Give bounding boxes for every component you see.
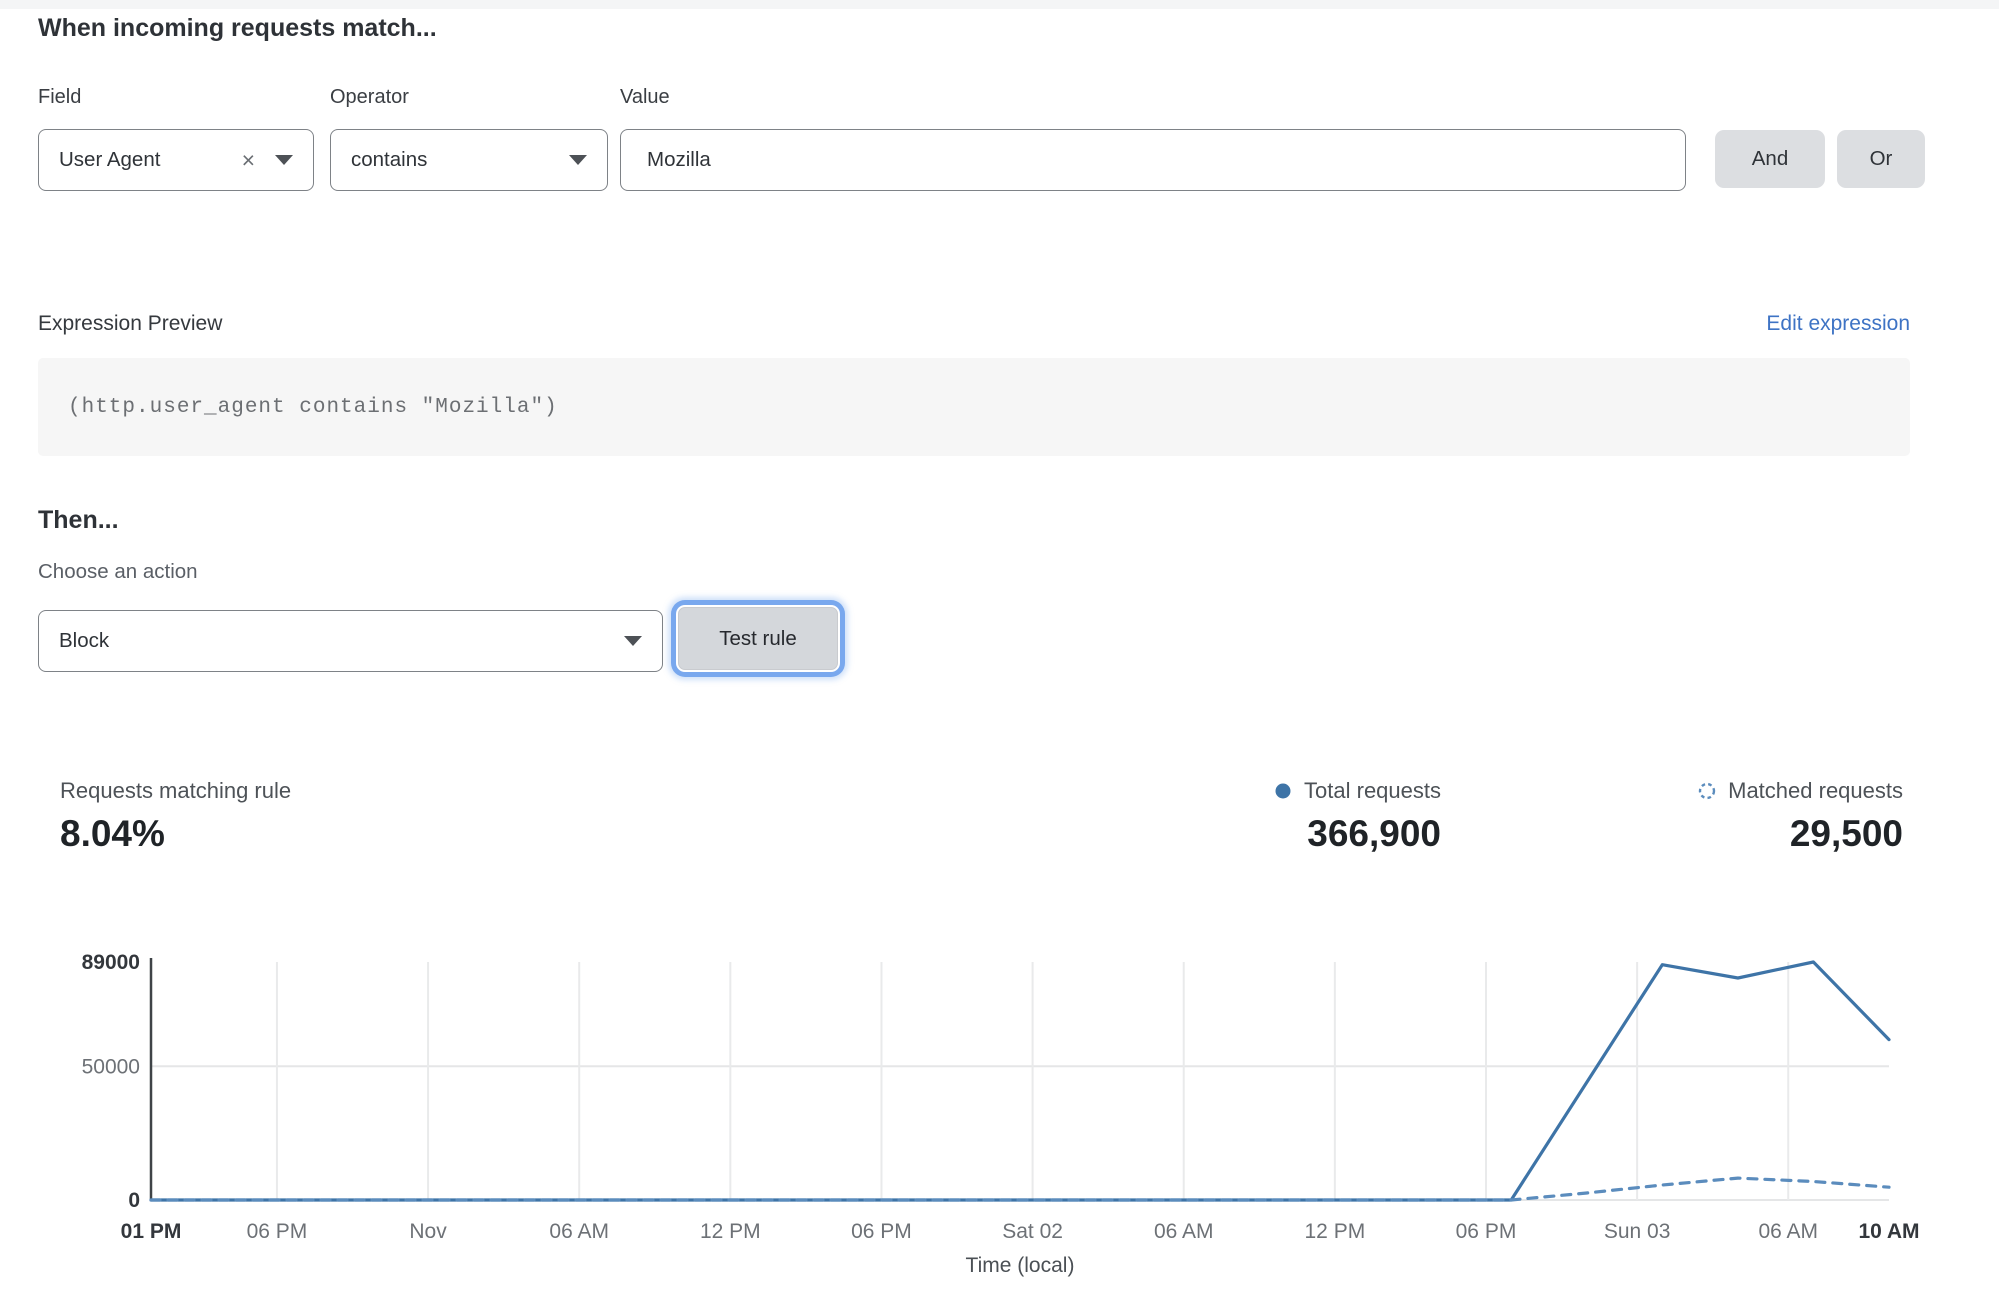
total-requests-label: Total requests [1304, 778, 1441, 803]
field-label: Field [38, 86, 82, 108]
expression-preview-label: Expression Preview [38, 312, 223, 335]
svg-text:06 PM: 06 PM [851, 1220, 912, 1243]
operator-label: Operator [330, 86, 409, 108]
svg-text:12 PM: 12 PM [1305, 1220, 1366, 1243]
svg-text:Sun 03: Sun 03 [1604, 1220, 1671, 1243]
expression-code-box: (http.user_agent contains "Mozilla") [38, 358, 1910, 456]
svg-text:12 PM: 12 PM [700, 1220, 761, 1243]
svg-text:06 PM: 06 PM [1456, 1220, 1517, 1243]
svg-text:10 AM: 10 AM [1858, 1220, 1919, 1243]
connector-buttons: And Or [1715, 130, 1925, 188]
requests-line-chart: 0 50000 89000 01 PM 06 PM Nov 06 AM 12 PM 06 PM S… [82, 951, 1920, 1277]
svg-text:Time (local): Time (local) [966, 1254, 1075, 1277]
then-heading: Then... [38, 506, 119, 534]
match-heading: When incoming requests match... [38, 14, 437, 42]
chevron-down-icon [275, 155, 293, 165]
svg-text:01 PM: 01 PM [121, 1220, 182, 1243]
and-button[interactable]: And [1715, 130, 1825, 188]
svg-text:06 PM: 06 PM [247, 1220, 308, 1243]
operator-select[interactable]: contains [330, 129, 608, 191]
svg-text:06 AM: 06 AM [1758, 1220, 1818, 1243]
svg-text:Nov: Nov [409, 1220, 447, 1243]
chevron-down-icon [624, 636, 642, 646]
svg-text:50000: 50000 [82, 1055, 140, 1078]
stat-total-requests: Total requests 366,900 [1274, 778, 1441, 855]
svg-text:Sat 02: Sat 02 [1002, 1220, 1063, 1243]
field-select-icons: × [241, 146, 293, 173]
field-select-value: User Agent [59, 148, 161, 171]
test-rule-button[interactable]: Test rule [678, 607, 838, 670]
action-select-value: Block [59, 629, 110, 652]
stat-matched-requests: Matched requests 29,500 [1698, 778, 1903, 855]
clear-icon[interactable]: × [241, 146, 255, 173]
value-label: Value [620, 86, 670, 108]
operator-select-value: contains [351, 148, 428, 171]
field-select[interactable]: User Agent × [38, 129, 314, 191]
expression-preview-header: Expression Preview Edit expression [38, 312, 1910, 336]
value-input[interactable] [620, 129, 1686, 191]
page-top-strip [0, 0, 1999, 9]
svg-text:06 AM: 06 AM [549, 1220, 609, 1243]
operator-group: Operator contains [330, 86, 608, 191]
requests-matching-value: 8.04% [60, 813, 165, 854]
total-requests-dot-icon [1275, 783, 1291, 799]
value-group: Value [620, 86, 1686, 191]
matched-requests-value: 29,500 [1789, 813, 1903, 854]
matched-requests-dashed-circle-icon [1698, 782, 1716, 800]
edit-expression-link[interactable]: Edit expression [1766, 312, 1910, 335]
svg-text:89000: 89000 [82, 951, 140, 974]
stat-requests-matching: Requests matching rule 8.04% [60, 778, 291, 855]
choose-action-label: Choose an action [38, 560, 198, 583]
total-requests-value: 366,900 [1307, 813, 1441, 854]
expression-code: (http.user_agent contains "Mozilla") [68, 395, 558, 419]
chevron-down-icon [569, 155, 587, 165]
matched-requests-label: Matched requests [1728, 778, 1903, 803]
svg-text:0: 0 [128, 1189, 140, 1212]
or-button[interactable]: Or [1837, 130, 1925, 188]
field-group: Field User Agent × [38, 86, 314, 191]
requests-matching-label: Requests matching rule [60, 778, 292, 803]
svg-text:06 AM: 06 AM [1154, 1220, 1214, 1243]
action-select[interactable]: Block [38, 610, 663, 672]
